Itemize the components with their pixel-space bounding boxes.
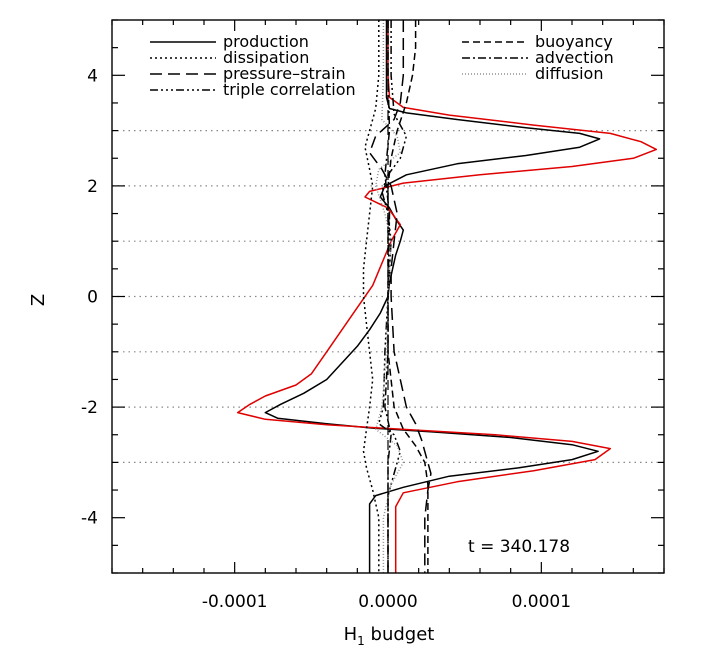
legend-label: production <box>223 32 309 51</box>
x-axis-title: H1 budget <box>344 624 435 648</box>
legend-label: dissipation <box>223 48 309 67</box>
x-tick-label: -0.0001 <box>202 592 268 612</box>
x-axis-title-main: H <box>344 624 358 645</box>
legend: productiondissipationpressure–straintrip… <box>150 32 614 99</box>
legend-label: diffusion <box>535 64 603 83</box>
series-line-pressure-strain <box>368 20 432 573</box>
y-tick-label: 0 <box>87 288 98 308</box>
y-tick-label: -2 <box>81 398 98 418</box>
x-tick-label: 0.0001 <box>512 592 571 612</box>
time-annotation: t = 340.178 <box>468 537 570 557</box>
legend-label: triple correlation <box>223 80 356 99</box>
x-axis-title-rest: budget <box>365 624 435 645</box>
legend-label: pressure–strain <box>223 64 346 83</box>
series-line-red-total <box>236 20 658 573</box>
x-tick-label: 0.0000 <box>358 592 417 612</box>
x-axis-title-subscript: 1 <box>357 634 365 648</box>
axis-layer: -0.0001 0.0000 0.0001 -4 -2 0 2 4 <box>81 19 665 612</box>
legend-label: advection <box>535 48 614 67</box>
y-tick-label: 4 <box>87 66 98 86</box>
legend-label: buoyancy <box>535 32 613 51</box>
series-line-dissipation <box>362 20 380 573</box>
series-line-production <box>264 20 601 573</box>
y-axis-title: Z <box>28 294 49 306</box>
y-tick-label: -4 <box>81 509 98 529</box>
series-line-triple-correlation <box>378 20 408 573</box>
y-tick-label: 2 <box>87 177 98 197</box>
